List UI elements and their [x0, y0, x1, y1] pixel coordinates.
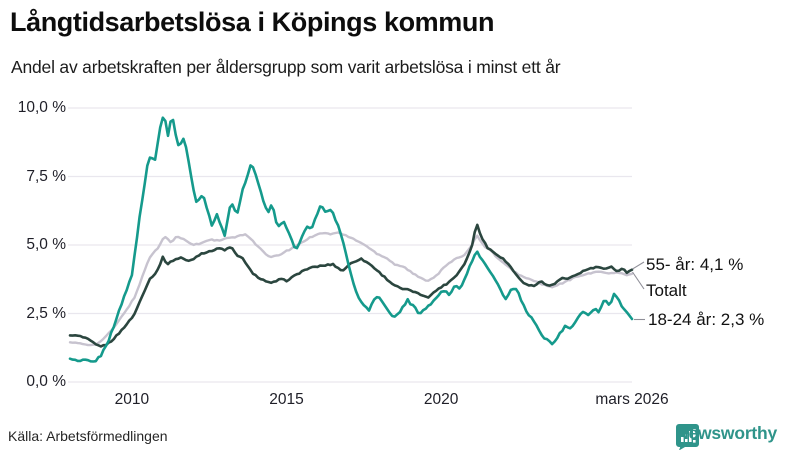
- gridlines: [68, 107, 632, 383]
- page-title: Långtidsarbetslösa i Köpings kommun: [10, 7, 495, 37]
- y-axis-tick-label: 7,5 %: [26, 167, 66, 185]
- y-axis-tick-label: 10,0 %: [17, 99, 66, 116]
- series-end-label-totalt: Totalt: [646, 281, 687, 300]
- annotation-connector: [632, 271, 645, 290]
- series-end-label-18-24-r: 18-24 år: 2,3 %: [648, 310, 765, 329]
- series-lines: [68, 116, 634, 363]
- x-axis-tick-label: 2015: [269, 391, 304, 408]
- source-credit: Källa: Arbetsförmedlingen: [8, 428, 168, 444]
- series-line-18-24-r: [68, 116, 634, 363]
- annotation-connector: [632, 261, 645, 270]
- x-axis-tick-label: 2020: [423, 391, 459, 408]
- y-axis-tick-label: 0,0 %: [26, 373, 66, 390]
- y-axis-tick-label: 5,0 %: [26, 236, 66, 253]
- newsworthy-chart-bubble-icon: [675, 424, 699, 450]
- x-axis-tick-label: mars 2026: [595, 391, 669, 408]
- label-connectors: [632, 261, 645, 321]
- series-line-55-r: [68, 223, 634, 348]
- series-end-label-55-r: 55- år: 4,1 %: [646, 255, 744, 274]
- y-axis-tick-label: 2,5 %: [26, 304, 66, 322]
- brand-logo: Newsworthy: [676, 423, 777, 444]
- brand-name: Newsworthy: [676, 423, 778, 443]
- x-axis-tick-label: 2010: [114, 391, 150, 408]
- chart-subtitle: Andel av arbetskraften per åldersgrupp s…: [11, 57, 561, 77]
- series-line-totalt: [68, 231, 634, 347]
